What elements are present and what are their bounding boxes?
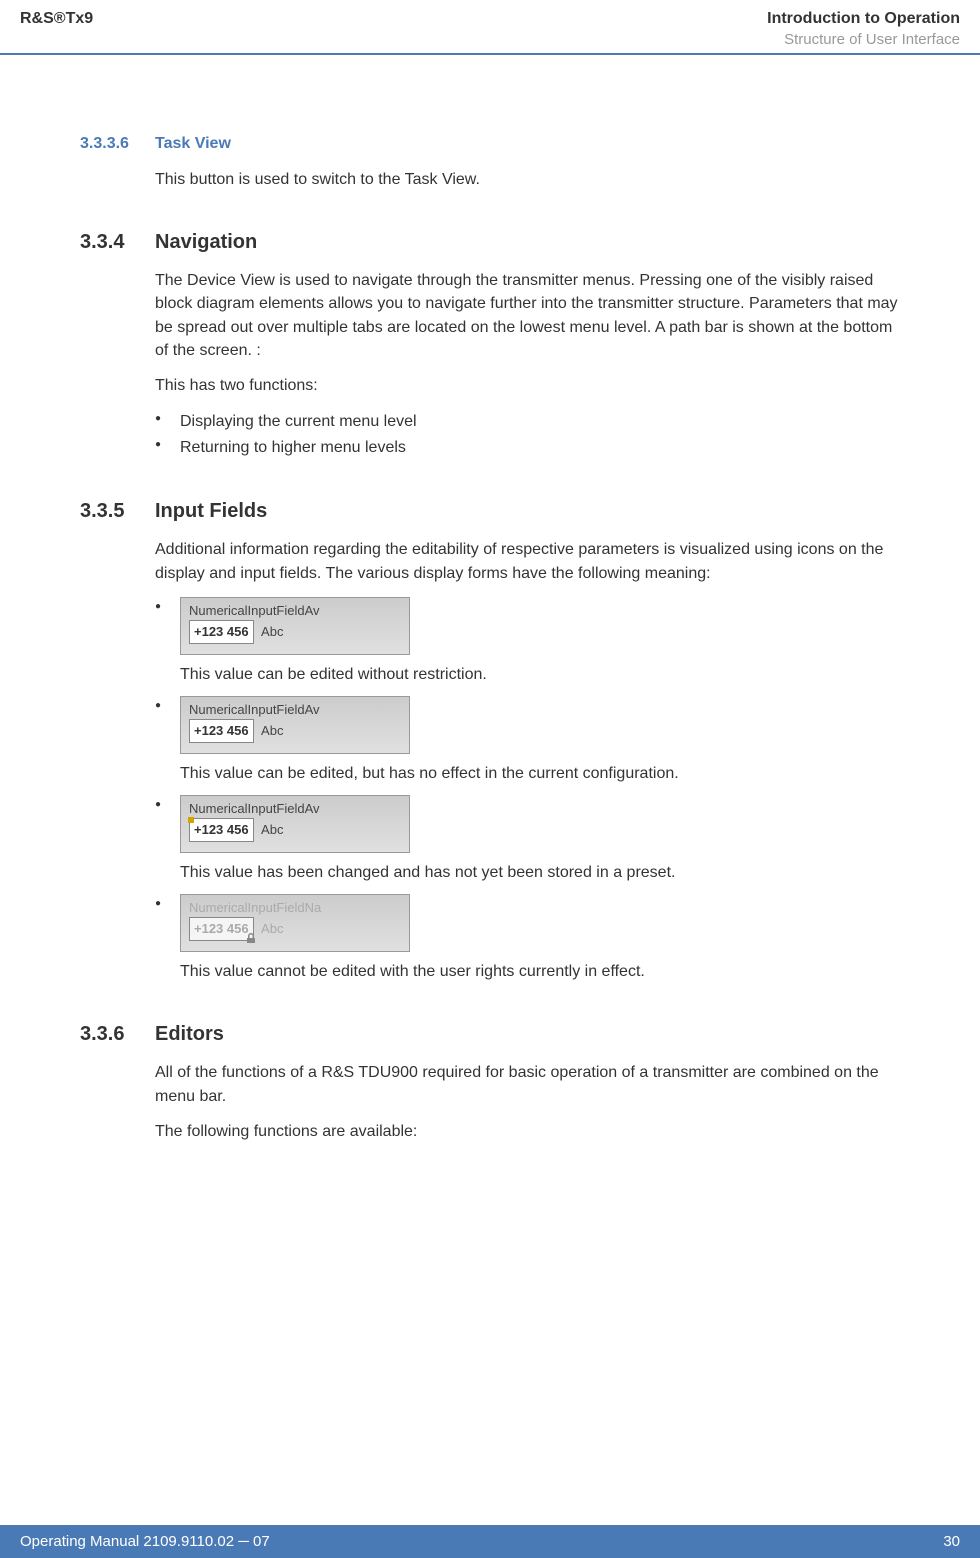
section-number: 3.3.5	[80, 500, 155, 523]
field-value: +123 456	[194, 921, 249, 936]
product-name: R&S®Tx9	[20, 10, 93, 48]
section-number: 3.3.4	[80, 231, 155, 254]
section-title: Editors	[155, 1023, 224, 1046]
numeric-input[interactable]: +123 456	[189, 620, 254, 644]
section-breadcrumb: Structure of User Interface	[767, 31, 960, 48]
section-number: 3.3.6	[80, 1023, 155, 1046]
header-right: Introduction to Operation Structure of U…	[767, 10, 960, 48]
input-field-box: NumericalInputFieldAv +123 456 Abc	[180, 795, 410, 853]
bullet-list: Displaying the current menu level Return…	[155, 409, 900, 460]
section-heading-input-fields: 3.3.5 Input Fields	[80, 500, 900, 523]
changed-marker-icon	[188, 817, 194, 823]
field-unit: Abc	[261, 822, 283, 837]
paragraph: The following functions are available:	[155, 1120, 900, 1143]
footer-manual-id: Operating Manual 2109.9110.02 ─ 07	[20, 1533, 270, 1550]
page-header: R&S®Tx9 Introduction to Operation Struct…	[0, 0, 980, 55]
numeric-input[interactable]: +123 456	[189, 818, 254, 842]
paragraph: This button is used to switch to the Tas…	[155, 168, 900, 191]
field-example-changed: NumericalInputFieldAv +123 456 Abc This …	[155, 795, 900, 884]
field-value: +123 456	[194, 624, 249, 639]
input-field-box: NumericalInputFieldNa +123 456 Abc	[180, 894, 410, 952]
field-label: NumericalInputFieldAv	[189, 603, 401, 618]
field-description: This value has been changed and has not …	[180, 861, 900, 884]
field-description: This value can be edited without restric…	[180, 663, 900, 686]
section-title: Input Fields	[155, 500, 267, 523]
numeric-input[interactable]: +123 456	[189, 719, 254, 743]
field-value: +123 456	[194, 723, 249, 738]
list-item: Returning to higher menu levels	[155, 435, 900, 461]
input-field-box: NumericalInputFieldAv +123 456 Abc	[180, 597, 410, 655]
paragraph: The Device View is used to navigate thro…	[155, 269, 900, 362]
field-example-locked: NumericalInputFieldNa +123 456 Abc This …	[155, 894, 900, 983]
section-heading-task-view: 3.3.3.6 Task View	[80, 135, 900, 153]
page-content: 3.3.3.6 Task View This button is used to…	[0, 55, 980, 1175]
section-number: 3.3.3.6	[80, 135, 155, 153]
footer-page-number: 30	[943, 1533, 960, 1550]
field-label: NumericalInputFieldAv	[189, 702, 401, 717]
input-field-box: NumericalInputFieldAv +123 456 Abc	[180, 696, 410, 754]
field-value: +123 456	[194, 822, 249, 837]
field-description: This value cannot be edited with the use…	[180, 960, 900, 983]
paragraph: This has two functions:	[155, 374, 900, 397]
lock-icon	[246, 933, 256, 943]
numeric-input: +123 456	[189, 917, 254, 941]
field-label: NumericalInputFieldNa	[189, 900, 401, 915]
field-example-no-effect: NumericalInputFieldAv +123 456 Abc This …	[155, 696, 900, 785]
list-item: Displaying the current menu level	[155, 409, 900, 435]
section-title: Task View	[155, 135, 231, 153]
section-heading-navigation: 3.3.4 Navigation	[80, 231, 900, 254]
field-unit: Abc	[261, 921, 283, 936]
field-unit: Abc	[261, 624, 283, 639]
field-description: This value can be edited, but has no eff…	[180, 762, 900, 785]
field-examples-list: NumericalInputFieldAv +123 456 Abc This …	[155, 597, 900, 984]
paragraph: Additional information regarding the edi…	[155, 538, 900, 584]
chapter-title: Introduction to Operation	[767, 10, 960, 28]
page-footer: Operating Manual 2109.9110.02 ─ 07 30	[0, 1525, 980, 1558]
section-title: Navigation	[155, 231, 257, 254]
paragraph: All of the functions of a R&S TDU900 req…	[155, 1061, 900, 1107]
field-unit: Abc	[261, 723, 283, 738]
field-label: NumericalInputFieldAv	[189, 801, 401, 816]
section-heading-editors: 3.3.6 Editors	[80, 1023, 900, 1046]
field-example-editable: NumericalInputFieldAv +123 456 Abc This …	[155, 597, 900, 686]
